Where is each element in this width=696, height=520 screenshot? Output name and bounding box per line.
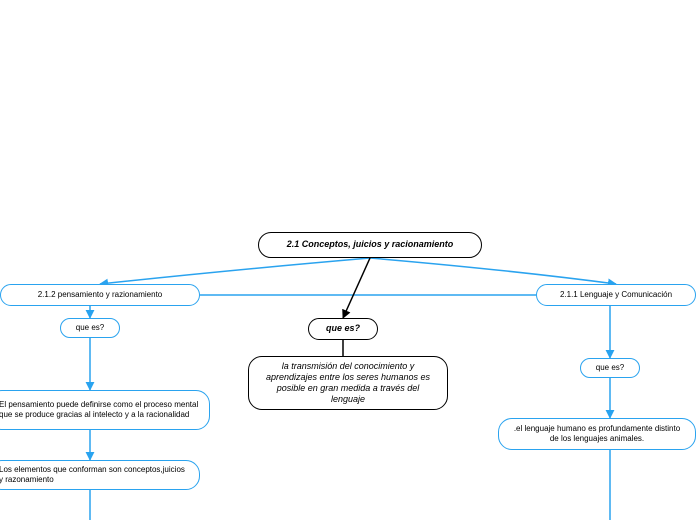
node-label-center_q: que es?	[326, 323, 360, 334]
edge-3	[343, 258, 370, 318]
node-label-right_desc: .el lenguaje humano es profundamente dis…	[509, 424, 685, 444]
node-center_q: que es?	[308, 318, 378, 340]
node-label-right_q: que es?	[596, 363, 624, 373]
node-root: 2.1 Conceptos, juicios y racionamiento	[258, 232, 482, 258]
node-right_desc: .el lenguaje humano es profundamente dis…	[498, 418, 696, 450]
node-label-left_branch: 2.1.2 pensamiento y razionamiento	[38, 290, 163, 300]
edge-0	[100, 258, 370, 284]
node-left_q: que es?	[60, 318, 120, 338]
node-label-center_desc: la transmisión del conocimiento y aprend…	[259, 361, 437, 406]
node-label-right_branch: 2.1.1 Lenguaje y Comunicación	[560, 290, 672, 300]
node-right_branch: 2.1.1 Lenguaje y Comunicación	[536, 284, 696, 306]
node-label-left_q: que es?	[76, 323, 104, 333]
node-label-left_desc1: El pensamiento puede definirse como el p…	[0, 400, 199, 420]
node-right_q: que es?	[580, 358, 640, 378]
edge-1	[370, 258, 616, 284]
node-left_desc2: Los elementos que conforman son concepto…	[0, 460, 200, 490]
node-label-left_desc2: Los elementos que conforman son concepto…	[0, 465, 189, 485]
node-left_desc1: El pensamiento puede definirse como el p…	[0, 390, 210, 430]
node-left_branch: 2.1.2 pensamiento y razionamiento	[0, 284, 200, 306]
node-center_desc: la transmisión del conocimiento y aprend…	[248, 356, 448, 410]
node-label-root: 2.1 Conceptos, juicios y racionamiento	[287, 239, 454, 250]
